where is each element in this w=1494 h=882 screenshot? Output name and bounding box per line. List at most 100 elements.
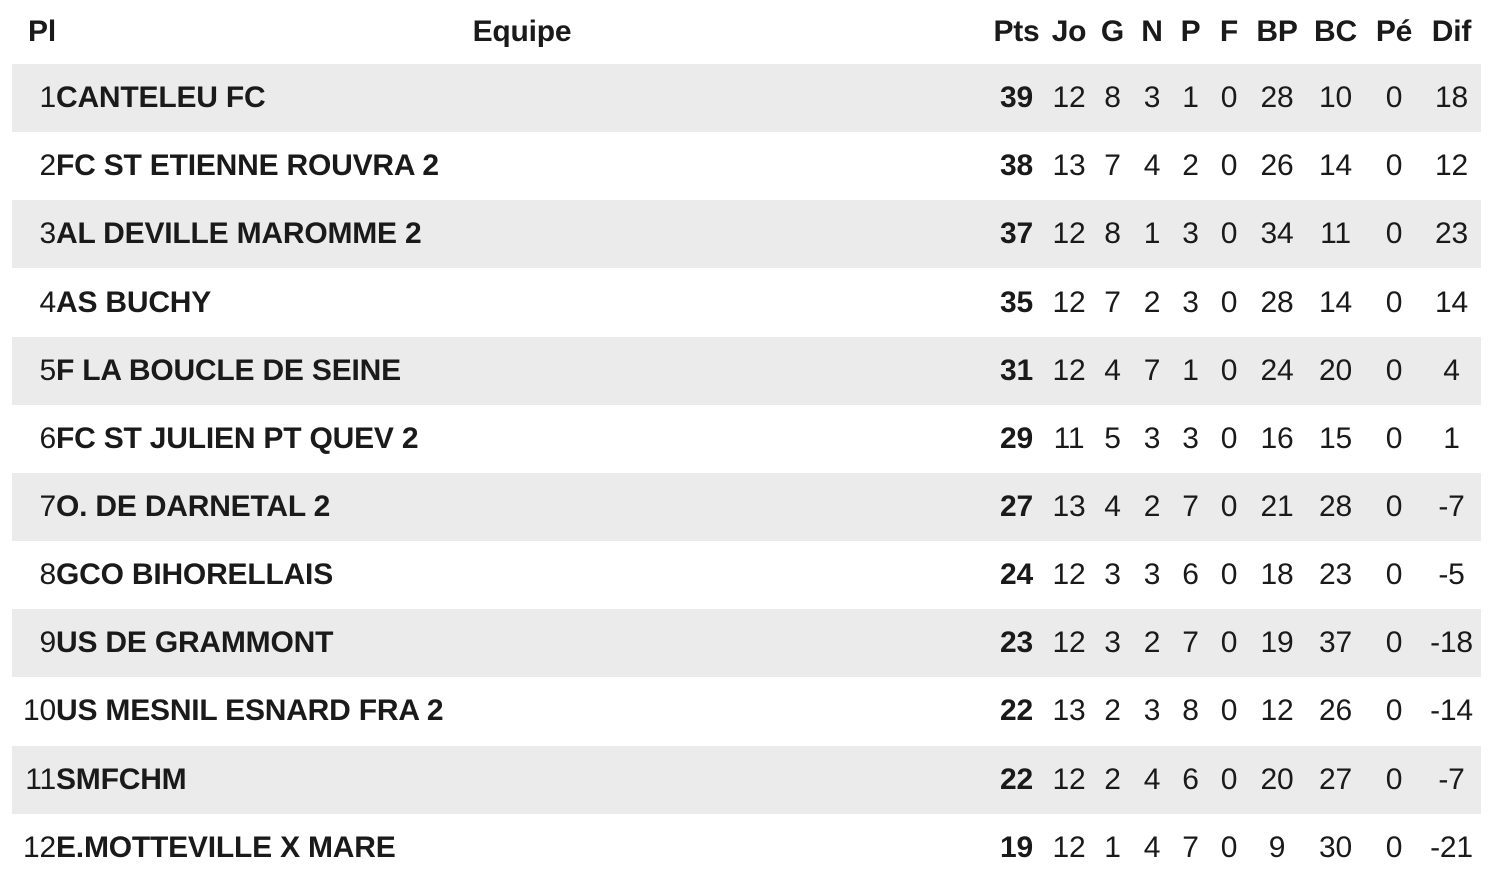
cell-pts: 31 <box>988 336 1045 405</box>
cell-p: 6 <box>1172 745 1209 814</box>
cell-jo: 12 <box>1045 609 1093 678</box>
cell-g: 2 <box>1093 745 1132 814</box>
cell-f: 0 <box>1209 200 1249 269</box>
cell-bp: 12 <box>1260 694 1294 728</box>
cell-jo: 12 <box>1045 336 1093 405</box>
cell-pe: 0 <box>1385 149 1403 183</box>
team-name: GCO BIHORELLAIS <box>56 558 334 592</box>
cell-f: 0 <box>1209 64 1249 133</box>
column-header-pe: Pé <box>1375 15 1413 48</box>
cell-dif: 12 <box>1435 149 1468 183</box>
cell-bc: 26 <box>1319 694 1352 728</box>
cell-dif: -21 <box>1430 830 1473 864</box>
cell-bp: 28 <box>1260 285 1294 319</box>
team-name: O. DE DARNETAL 2 <box>56 472 988 542</box>
cell-bp: 24 <box>1249 336 1305 405</box>
column-header-equipe: Equipe <box>472 15 572 48</box>
cell-dif: -7 <box>1422 472 1481 542</box>
cell-n: 4 <box>1143 149 1161 183</box>
cell-bc: 10 <box>1305 64 1366 133</box>
league-standings-table: Pl Equipe Pts Jo G N P F BP BC Pé Dif 1 CANTELEU FC 3… <box>12 0 1481 882</box>
cell-p: 2 <box>1182 149 1199 183</box>
cell-bc: 14 <box>1319 285 1352 319</box>
cell-pts: 23 <box>988 609 1045 678</box>
cell-p: 3 <box>1172 200 1209 269</box>
table-row: 4 AS BUCHY 35 12 7 2 3 0 28 14 0 14 <box>12 268 1481 336</box>
cell-f: 0 <box>1220 285 1238 319</box>
cell-pts: 27 <box>988 472 1045 542</box>
cell-pts: 24 <box>1000 558 1033 592</box>
cell-pl: 9 <box>12 609 56 678</box>
cell-pl: 4 <box>39 285 57 319</box>
column-header-g: G <box>1100 15 1125 48</box>
cell-bp: 16 <box>1260 421 1294 455</box>
cell-pl: 5 <box>12 336 56 405</box>
cell-f: 0 <box>1220 149 1238 183</box>
cell-f: 0 <box>1220 421 1238 455</box>
table-row: 2 FC ST ETIENNE ROUVRA 2 38 13 7 4 2 0 26 14 0 12 <box>12 132 1481 200</box>
cell-pts: 39 <box>988 64 1045 133</box>
team-name: US MESNIL ESNARD FRA 2 <box>56 694 444 728</box>
cell-dif: 23 <box>1422 200 1481 269</box>
cell-pl: 1 <box>12 64 56 133</box>
cell-f: 0 <box>1220 558 1238 592</box>
cell-g: 7 <box>1104 149 1121 183</box>
cell-p: 7 <box>1182 830 1199 864</box>
cell-pl: 6 <box>39 421 57 455</box>
cell-pe: 0 <box>1366 472 1422 542</box>
cell-p: 6 <box>1182 558 1199 592</box>
cell-p: 3 <box>1182 285 1199 319</box>
cell-jo: 12 <box>1045 745 1093 814</box>
cell-dif: 18 <box>1422 64 1481 133</box>
table-row: 10 US MESNIL ESNARD FRA 2 22 13 2 3 8 0 12 26 0 -14 <box>12 677 1481 745</box>
team-name: SMFCHM <box>56 745 988 814</box>
team-name: E.MOTTEVILLE X MARE <box>56 830 396 864</box>
cell-pl: 10 <box>23 694 56 728</box>
cell-pe: 0 <box>1385 830 1403 864</box>
table-row: 1 CANTELEU FC 39 12 8 3 1 0 28 10 0 18 <box>12 64 1481 133</box>
column-header-pl: Pl <box>28 15 56 48</box>
column-header-p: P <box>1180 15 1201 48</box>
cell-jo: 12 <box>1045 200 1093 269</box>
table-row: 9 US DE GRAMMONT 23 12 3 2 7 0 19 37 0 -18 <box>12 609 1481 678</box>
cell-bp: 26 <box>1260 149 1294 183</box>
cell-p: 3 <box>1182 421 1199 455</box>
cell-pts: 22 <box>988 745 1045 814</box>
cell-f: 0 <box>1209 745 1249 814</box>
table-row: 8 GCO BIHORELLAIS 24 12 3 3 6 0 18 23 0 -5 <box>12 541 1481 609</box>
cell-g: 2 <box>1104 694 1121 728</box>
cell-jo: 12 <box>1045 64 1093 133</box>
cell-pts: 37 <box>988 200 1045 269</box>
cell-dif: 1 <box>1443 421 1460 455</box>
cell-pe: 0 <box>1366 200 1422 269</box>
cell-g: 4 <box>1093 336 1132 405</box>
cell-bp: 28 <box>1249 64 1305 133</box>
cell-dif: -7 <box>1422 745 1481 814</box>
cell-jo: 13 <box>1052 694 1086 728</box>
column-header-jo: Jo <box>1051 15 1087 48</box>
column-header-f: F <box>1219 15 1239 48</box>
cell-f: 0 <box>1209 609 1249 678</box>
cell-pl: 7 <box>12 472 56 542</box>
table-row: 11 SMFCHM 22 12 2 4 6 0 20 27 0 -7 <box>12 745 1481 814</box>
cell-g: 5 <box>1104 421 1121 455</box>
cell-f: 0 <box>1220 830 1238 864</box>
cell-p: 7 <box>1172 609 1209 678</box>
team-name: FC ST JULIEN PT QUEV 2 <box>56 421 419 455</box>
cell-n: 7 <box>1132 336 1172 405</box>
team-name: FC ST ETIENNE ROUVRA 2 <box>56 149 439 183</box>
cell-pe: 0 <box>1366 609 1422 678</box>
cell-pts: 38 <box>1000 149 1033 183</box>
table-row: 6 FC ST JULIEN PT QUEV 2 29 11 5 3 3 0 16 15 0 1 <box>12 405 1481 473</box>
cell-n: 4 <box>1132 745 1172 814</box>
cell-f: 0 <box>1209 472 1249 542</box>
column-header-pts: Pts <box>993 15 1040 48</box>
cell-pl: 2 <box>39 149 57 183</box>
cell-bc: 20 <box>1305 336 1366 405</box>
cell-bc: 30 <box>1319 830 1352 864</box>
cell-dif: 14 <box>1435 285 1468 319</box>
cell-g: 7 <box>1104 285 1121 319</box>
cell-p: 1 <box>1172 64 1209 133</box>
table-body: 1 CANTELEU FC 39 12 8 3 1 0 28 10 0 18 2 FC ST ETIENN… <box>12 64 1481 882</box>
